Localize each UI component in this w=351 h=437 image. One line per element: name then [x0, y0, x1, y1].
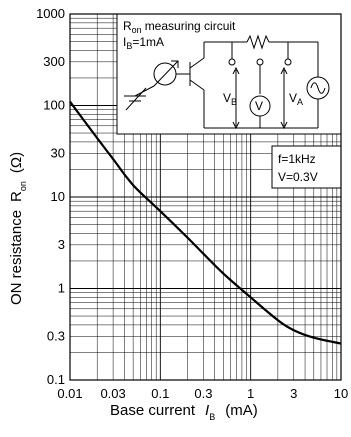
tick-labels: 0.01 0.03 0.1 0.3 1 3 10 0.1 0.3 1 3 10 30 100 300 1000: [36, 6, 348, 401]
vb-symbol: V: [223, 91, 231, 105]
transistor-emitter: [189, 79, 205, 91]
circuit-title-text: measuring circuit: [145, 19, 236, 33]
x-axis-unit: (mA): [225, 402, 258, 419]
y-axis-unit: (Ω): [8, 152, 25, 173]
x-tick-label: 1: [247, 386, 254, 401]
vb-sub: B: [231, 97, 237, 107]
va-arrowhead: [280, 121, 288, 130]
ac-wave: [310, 82, 326, 94]
series-line: [69, 101, 342, 345]
x-axis-label: Base current: [110, 402, 196, 419]
circuit-title: Ron measuring circuit: [123, 19, 236, 35]
circuit-inset: Ron measuring circuit IB=1mA: [116, 13, 342, 135]
y-tick-label: 10: [51, 189, 65, 204]
terminal: [256, 58, 264, 66]
y-axis-sub: on: [18, 181, 28, 191]
circuit-condition: IB=1mA: [123, 35, 164, 51]
y-tick-label: 1000: [36, 6, 65, 21]
circuit-schematic: [124, 34, 330, 130]
x-tick-label: 3: [290, 386, 297, 401]
y-axis-symbol: R: [8, 191, 25, 202]
x-tick-label: 0.03: [100, 386, 125, 401]
conditions-box: [271, 145, 342, 189]
circuit-condition-sub: B: [126, 41, 132, 51]
y-tick-label: 300: [43, 54, 65, 69]
meter-arrowhead: [171, 60, 179, 68]
y-tick-label: 100: [43, 98, 65, 113]
battery-to-meter: [134, 85, 155, 97]
resistor-symbol: [246, 34, 270, 50]
series-layer: [69, 101, 342, 345]
conditions-inset: f=1kHz V=0.3V: [271, 145, 342, 189]
y-tick-label: 1: [58, 281, 65, 296]
y-tick-label: 0.1: [47, 372, 65, 387]
y-axis-title: ON resistance Ron (Ω): [8, 152, 28, 305]
circuit-condition-text: =1mA: [132, 35, 164, 49]
circuit-title-symbol: R: [123, 19, 132, 33]
terminal: [228, 58, 236, 66]
meter-arrow: [153, 60, 179, 87]
y-axis-label: ON resistance: [8, 210, 25, 305]
condition-voltage: V=0.3V: [278, 170, 318, 184]
vb-label: VB: [223, 91, 237, 107]
vb-arrowhead: [232, 66, 240, 75]
va-symbol: V: [289, 91, 297, 105]
y-tick-label: 3: [58, 237, 65, 252]
va-label: VA: [289, 91, 303, 107]
va-sub: A: [297, 97, 303, 107]
x-axis-symbol: I: [205, 402, 209, 419]
circuit-condition-symbol: I: [123, 35, 126, 49]
transistor-collector: [189, 57, 205, 69]
y-tick-label: 30: [51, 145, 65, 160]
vb-arrowhead: [232, 121, 240, 130]
terminal: [284, 58, 292, 66]
circuit-title-sub: on: [132, 25, 142, 35]
x-axis-title: Base current IB (mA): [110, 402, 258, 422]
x-tick-label: 0.3: [194, 386, 212, 401]
condition-frequency: f=1kHz: [278, 152, 316, 166]
x-tick-label: 0.1: [151, 386, 169, 401]
x-tick-label: 0.01: [57, 386, 82, 401]
x-axis-sub: B: [209, 412, 215, 422]
va-arrowhead: [280, 66, 288, 75]
y-tick-label: 0.3: [47, 328, 65, 343]
plot-frame: [69, 13, 342, 381]
voltmeter-label: V: [255, 99, 263, 113]
x-tick-label: 10: [334, 386, 348, 401]
